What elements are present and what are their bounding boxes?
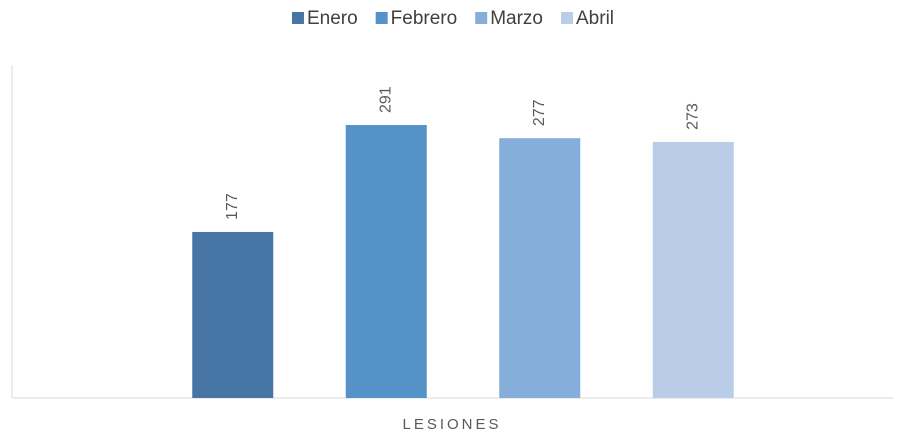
bar	[652, 141, 734, 398]
value-label: 273	[684, 103, 701, 130]
legend-swatch	[561, 12, 574, 24]
value-label: 177	[224, 193, 241, 220]
legend-swatch	[475, 12, 488, 24]
legend-label: Enero	[307, 8, 358, 29]
legend-label: Febrero	[391, 8, 458, 29]
bar	[499, 138, 581, 398]
bar	[192, 231, 274, 398]
value-label: 277	[531, 99, 548, 126]
legend-swatch	[375, 12, 388, 24]
legend-swatch	[291, 12, 304, 24]
x-tick-label: LESIONES	[402, 416, 501, 433]
value-label: 291	[377, 86, 394, 113]
legend-label: Marzo	[490, 8, 543, 29]
legend-label: Abril	[576, 8, 614, 29]
bar	[345, 125, 427, 398]
